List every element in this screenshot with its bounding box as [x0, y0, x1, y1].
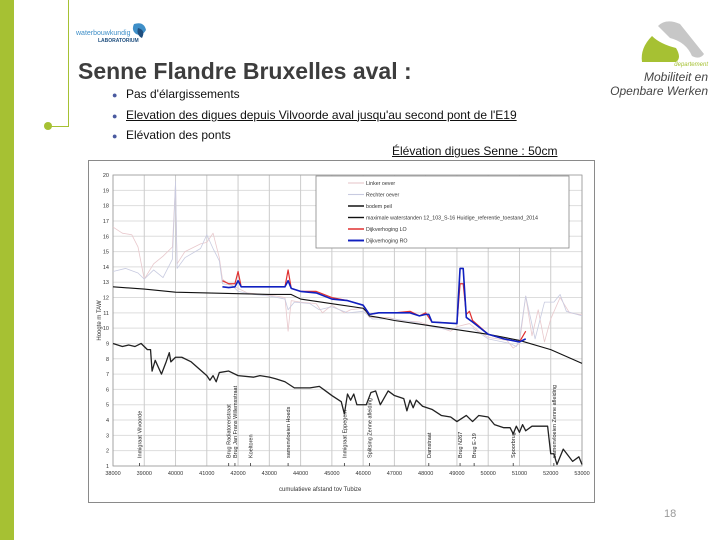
y-tick-label: 7: [106, 372, 109, 378]
series-line-5: [222, 269, 527, 343]
bullet-item: ● Elévation des ponts: [112, 128, 517, 149]
bullet-list: ● Pas d'élargissements ● Elevation des dig…: [112, 87, 517, 149]
logo-text: waterbouwkundig: [76, 30, 131, 37]
x-tick-label: 48000: [418, 471, 433, 477]
x-tick-label: 41000: [199, 471, 214, 477]
mow-logo: departement Mobiliteit en Openbare Werke…: [600, 18, 716, 103]
x-tick-label: 46000: [355, 471, 370, 477]
y-tick-label: 20: [103, 173, 109, 179]
x-tick-label: 44000: [293, 471, 308, 477]
y-tick-label: 1: [106, 464, 109, 470]
y-tick-label: 6: [106, 387, 109, 393]
bullet-icon: ●: [112, 131, 118, 141]
y-tick-label: 10: [103, 326, 109, 332]
x-tick-label: 47000: [387, 471, 402, 477]
annotation-label: Splitsing Zenne afleiding: [367, 398, 373, 458]
y-tick-label: 4: [106, 418, 109, 424]
legend-label: Dijkverhoging RO: [366, 239, 408, 245]
x-tick-label: 51000: [512, 471, 527, 477]
x-tick-label: 42000: [230, 471, 245, 477]
y-tick-label: 2: [106, 449, 109, 455]
legend-label: Linker oever: [366, 181, 395, 187]
bullet-item: ● Elevation des digues depuis Vilvoorde a…: [112, 108, 517, 129]
y-tick-label: 5: [106, 403, 109, 409]
legend-label: maximale waterstanden 12_103_S-16 Huidig…: [366, 216, 538, 222]
plot-area: [112, 174, 583, 467]
y-tick-label: 16: [103, 234, 109, 240]
x-tick-label: 43000: [262, 471, 277, 477]
logo-dept: departement: [674, 62, 708, 68]
series-line-3: [112, 342, 583, 466]
y-tick-label: 13: [103, 280, 109, 286]
decorative-line: [48, 126, 69, 127]
y-tick-label: 17: [103, 219, 109, 225]
waterbouwkundig-logo: waterbouwkundig LABORATORIUM: [76, 22, 166, 48]
bullet-icon: ●: [112, 90, 118, 100]
annotation-label: samenvloeien Hoeds: [286, 406, 292, 458]
decorative-line: [68, 0, 69, 126]
x-tick-label: 38000: [105, 471, 120, 477]
annotation-label: Brug E-19: [472, 433, 478, 458]
legend: [315, 175, 570, 249]
y-tick-label: 9: [106, 341, 109, 347]
chart-frame: 1 2 3 4 5 6 7 8 9 10 11 12 13 14 15 16 17 18 19 20 38000 3900…: [88, 160, 595, 503]
slide-title: Senne Flandre Bruxelles aval :: [78, 58, 412, 84]
legend-label: Dijkverhoging LO: [366, 227, 407, 233]
x-tick-label: 52000: [543, 471, 558, 477]
annotation-label: Koeltoren: [249, 434, 255, 458]
logo-subtext: LABORATORIUM: [98, 38, 139, 44]
accent-bar: [0, 0, 14, 540]
bullet-text: Elévation des ponts: [126, 128, 231, 142]
x-tick-label: 50000: [481, 471, 496, 477]
y-axis-label: Hoogte m TAW: [97, 300, 103, 341]
x-tick-label: 49000: [449, 471, 464, 477]
series-line-6: [222, 267, 527, 343]
bullet-text: Pas d'élargissements: [126, 87, 240, 101]
annotation-label: samenvloeien Zenne afleiding: [552, 385, 558, 458]
annotation-label: Brug Jan Frans Willemsstraat: [233, 385, 239, 458]
y-tick-label: 14: [103, 265, 109, 271]
y-tick-label: 8: [106, 357, 109, 363]
chart-caption: Élévation digues Senne : 50cm: [392, 144, 558, 158]
annotation-label: Inmigraat Vilvoorde: [138, 411, 144, 458]
x-tick-label: 53000: [574, 471, 589, 477]
logo-line2: Openbare Werken: [610, 84, 708, 98]
y-tick-label: 15: [103, 250, 109, 256]
y-tick-label: 12: [103, 296, 109, 302]
x-tick-label: 40000: [168, 471, 183, 477]
annotation-label: Damstraat: [427, 432, 433, 458]
logo-line1: Mobiliteit en: [643, 70, 708, 84]
legend-label: bodem peil: [366, 204, 392, 210]
series-line-4: [112, 286, 583, 364]
x-axis-label: cumulatieve afstand tov Tubize: [279, 487, 362, 493]
page-number: 18: [664, 508, 677, 520]
legend-label: Rechter oever: [366, 193, 400, 199]
logo-mark-icon: [132, 23, 146, 38]
y-tick-label: 11: [103, 311, 109, 317]
x-tick-label: 39000: [137, 471, 152, 477]
annotation-label: Inmigraat Eppegem: [342, 410, 348, 458]
bullet-icon: ●: [112, 110, 118, 121]
annotation-label: Spoorbrug: [511, 432, 517, 458]
mow-logo-mark-icon: [641, 21, 704, 62]
y-tick-label: 19: [103, 188, 109, 194]
decorative-dot: [44, 122, 52, 130]
annotation-label: Brug N267: [458, 432, 464, 458]
x-tick-label: 45000: [324, 471, 339, 477]
bullet-text: Elevation des digues depuis Vilvoorde av…: [126, 107, 517, 122]
y-tick-label: 18: [103, 204, 109, 210]
y-tick-label: 3: [106, 433, 109, 439]
bullet-item: ● Pas d'élargissements: [112, 87, 517, 108]
annotation-label: Brug Radiatorenstraat: [227, 404, 233, 458]
